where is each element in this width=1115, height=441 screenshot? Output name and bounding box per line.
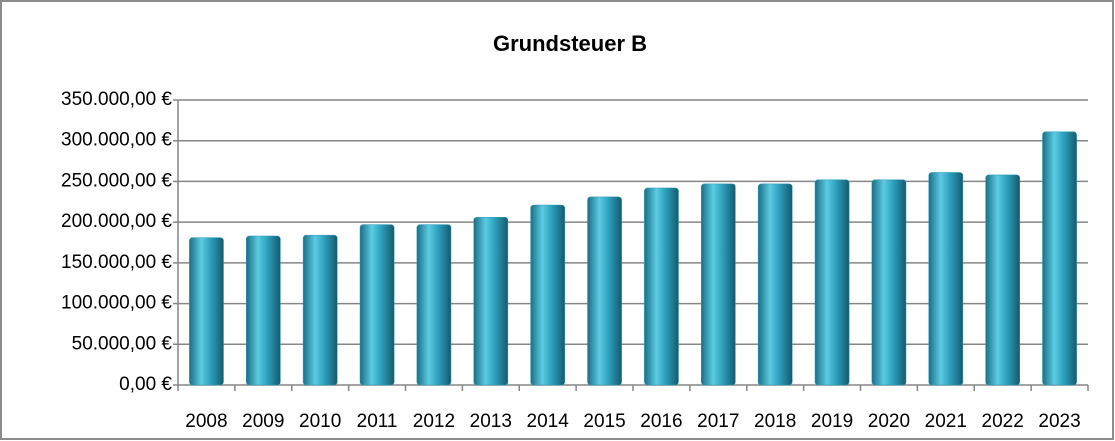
bar — [246, 235, 281, 386]
x-tick-label: 2020 — [868, 411, 910, 432]
y-tick-label: 350.000,00 € — [61, 89, 172, 110]
y-tick-label: 150.000,00 € — [61, 252, 172, 273]
x-tick-label: 2018 — [754, 411, 796, 432]
y-tick-label: 200.000,00 € — [61, 211, 172, 232]
chart-title: Grundsteuer B — [493, 31, 647, 56]
x-tick-label: 2013 — [470, 411, 512, 432]
x-tick-label: 2022 — [982, 411, 1024, 432]
x-tick-label: 2012 — [413, 411, 455, 432]
bar — [302, 234, 338, 386]
bar — [1042, 131, 1077, 386]
x-tick-label: 2011 — [357, 411, 398, 432]
bar — [701, 183, 736, 386]
x-tick-label: 2015 — [583, 411, 625, 432]
bar — [359, 224, 395, 386]
x-tick-label: 2014 — [527, 411, 570, 432]
bar — [928, 172, 964, 386]
bar — [416, 224, 452, 386]
x-tick-label: 2010 — [299, 411, 341, 432]
x-tick-label: 2009 — [242, 411, 284, 432]
bar — [473, 217, 509, 386]
y-tick-label: 0,00 € — [119, 374, 172, 395]
bar — [587, 196, 622, 386]
bar — [814, 179, 850, 386]
x-tick-label: 2016 — [640, 411, 682, 432]
y-tick-label: 50.000,00 € — [72, 333, 173, 354]
x-tick-label: 2023 — [1038, 411, 1080, 432]
bar — [189, 237, 224, 386]
bar — [985, 174, 1020, 386]
y-tick-label: 100.000,00 € — [61, 293, 172, 314]
y-tick-label: 250.000,00 € — [61, 170, 172, 191]
bar — [530, 204, 565, 386]
y-tick-label: 300.000,00 € — [61, 130, 172, 151]
bar — [757, 183, 793, 386]
bar — [644, 187, 679, 386]
x-tick-label: 2017 — [697, 411, 739, 432]
x-tick-label: 2019 — [811, 411, 853, 432]
x-tick-label: 2021 — [925, 411, 967, 432]
bar — [871, 179, 907, 386]
x-tick-label: 2008 — [185, 411, 227, 432]
